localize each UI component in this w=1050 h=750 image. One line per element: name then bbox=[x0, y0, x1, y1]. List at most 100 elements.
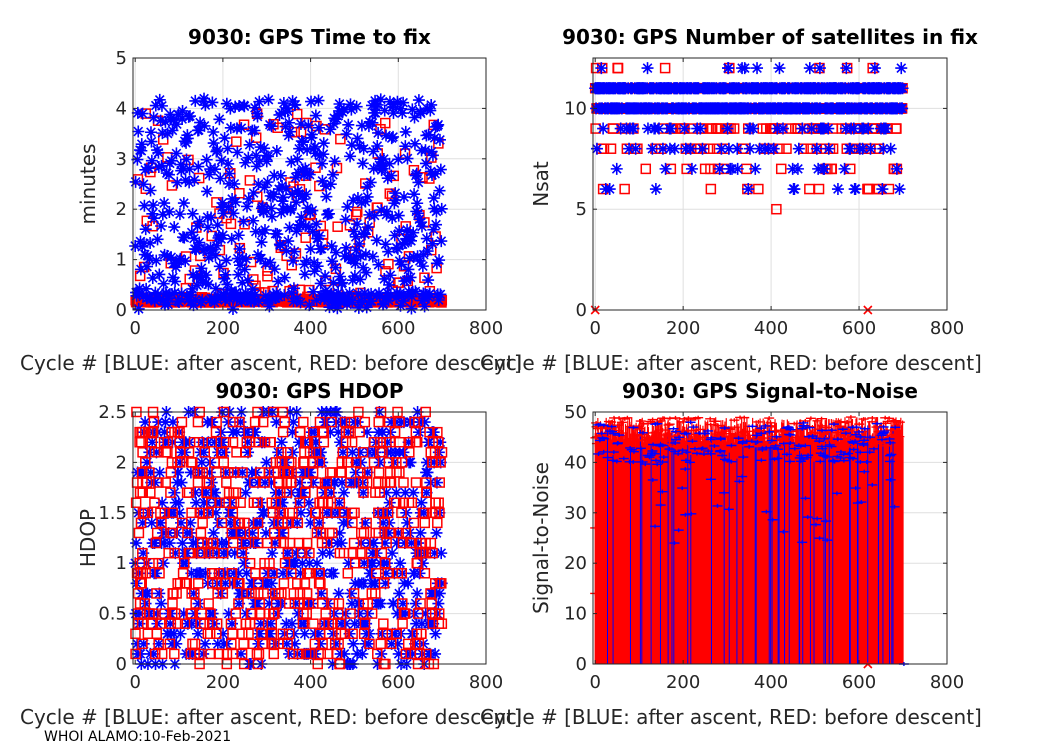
blue-asterisk-point bbox=[251, 476, 264, 489]
blue-asterisk-point bbox=[363, 115, 376, 128]
red-square-point bbox=[394, 467, 405, 478]
red-square-point bbox=[213, 648, 225, 660]
blue-asterisk-point bbox=[422, 274, 435, 287]
blue-asterisk-point bbox=[309, 147, 322, 160]
blue-asterisk-point bbox=[264, 617, 277, 630]
blue-asterisk-point bbox=[285, 155, 298, 168]
blue-asterisk-point bbox=[176, 537, 189, 550]
blue-asterisk-point bbox=[421, 466, 434, 479]
red-square-point bbox=[149, 497, 160, 508]
red-square-point bbox=[327, 598, 339, 609]
y-axis-label: HDOP bbox=[76, 509, 100, 567]
blue-asterisk-point bbox=[265, 120, 278, 133]
red-square-point bbox=[373, 507, 384, 519]
blue-asterisk-point bbox=[271, 228, 284, 241]
red-square-point bbox=[166, 457, 178, 468]
blue-asterisk-point bbox=[172, 496, 185, 509]
blue-asterisk-point bbox=[219, 466, 232, 479]
red-square-point bbox=[201, 477, 212, 488]
blue-asterisk-point bbox=[394, 102, 407, 115]
blue-asterisk-point bbox=[147, 199, 160, 212]
blue-asterisk-point bbox=[405, 302, 418, 315]
blue-asterisk-point bbox=[166, 124, 179, 137]
red-square-point bbox=[813, 183, 825, 195]
red-square-point bbox=[227, 628, 238, 640]
red-square-point bbox=[404, 436, 416, 448]
red-square-point bbox=[322, 648, 333, 660]
blue-asterisk-point bbox=[838, 162, 851, 175]
blue-asterisk-point bbox=[237, 215, 250, 228]
blue-asterisk-point bbox=[412, 537, 425, 550]
red-square-point bbox=[317, 588, 328, 599]
blue-asterisk-point bbox=[241, 436, 254, 449]
red-square-point bbox=[183, 547, 195, 559]
blue-asterisk-point bbox=[232, 229, 245, 242]
x-tick-label: 600 bbox=[381, 672, 415, 693]
blue-asterisk-point bbox=[434, 288, 447, 301]
blue-asterisk-point bbox=[303, 299, 316, 312]
red-square-point bbox=[345, 477, 356, 488]
red-square-point bbox=[400, 648, 412, 660]
blue-asterisk-point bbox=[432, 118, 445, 131]
blue-asterisk-point bbox=[146, 272, 159, 285]
blue-asterisk-point bbox=[154, 114, 167, 127]
red-square-point bbox=[311, 527, 323, 539]
red-square-point bbox=[228, 537, 239, 549]
red-square-point bbox=[279, 416, 290, 428]
blue-asterisk-point bbox=[253, 95, 266, 108]
blue-asterisk-point bbox=[393, 225, 406, 238]
blue-asterisk-point bbox=[286, 446, 299, 459]
blue-asterisk-point bbox=[403, 526, 416, 539]
blue-asterisk-point bbox=[264, 627, 277, 640]
blue-asterisk-point bbox=[132, 302, 145, 315]
blue-asterisk-point bbox=[360, 301, 373, 314]
red-square-point bbox=[297, 618, 309, 629]
blue-asterisk-point bbox=[407, 226, 420, 239]
chart-title: 9030: GPS Time to fix bbox=[188, 25, 431, 49]
red-square-point bbox=[640, 163, 652, 175]
red-square-point bbox=[318, 436, 330, 448]
red-square-point bbox=[137, 487, 148, 498]
blue-asterisk-point bbox=[142, 506, 155, 519]
blue-asterisk-point bbox=[217, 207, 230, 220]
blue-asterisk-point bbox=[150, 446, 163, 459]
blue-asterisk-point bbox=[354, 273, 367, 286]
blue-asterisk-point bbox=[180, 153, 193, 166]
red-square-point bbox=[236, 628, 248, 640]
blue-asterisk-point bbox=[385, 637, 398, 650]
blue-asterisk-point bbox=[299, 219, 312, 232]
red-square-point bbox=[223, 487, 235, 498]
red-square-point bbox=[284, 537, 296, 549]
red-square-point bbox=[177, 568, 189, 579]
red-square-point bbox=[144, 467, 155, 478]
blue-asterisk-point bbox=[416, 260, 429, 273]
blue-asterisk-point bbox=[320, 190, 333, 203]
blue-asterisk-point bbox=[313, 516, 326, 529]
blue-asterisk-point bbox=[164, 617, 177, 630]
blue-asterisk-point bbox=[312, 121, 325, 134]
red-square-point bbox=[130, 628, 141, 640]
red-square-point bbox=[419, 517, 431, 529]
blue-asterisk-point bbox=[388, 567, 401, 580]
red-square-point bbox=[295, 426, 306, 438]
blue-asterisk-point bbox=[149, 99, 162, 112]
red-square-point bbox=[259, 436, 271, 448]
blue-asterisk-point bbox=[386, 547, 399, 560]
blue-asterisk-point bbox=[209, 282, 222, 295]
blue-asterisk-point bbox=[404, 416, 417, 429]
blue-asterisk-point bbox=[363, 627, 376, 640]
blue-asterisk-point bbox=[209, 537, 222, 550]
blue-asterisk-point bbox=[174, 158, 187, 171]
red-square-point bbox=[394, 436, 405, 448]
blue-asterisk-point bbox=[184, 516, 197, 529]
blue-asterisk-point bbox=[149, 476, 162, 489]
red-square-point bbox=[140, 457, 151, 468]
blue-asterisk-point bbox=[344, 98, 357, 111]
blue-asterisk-point bbox=[249, 225, 262, 238]
blue-asterisk-point bbox=[189, 94, 202, 107]
blue-asterisk-point bbox=[224, 102, 237, 115]
blue-asterisk-point bbox=[237, 537, 250, 550]
red-square-point bbox=[397, 618, 408, 629]
blue-asterisk-point bbox=[392, 153, 405, 166]
red-square-point bbox=[136, 578, 147, 589]
